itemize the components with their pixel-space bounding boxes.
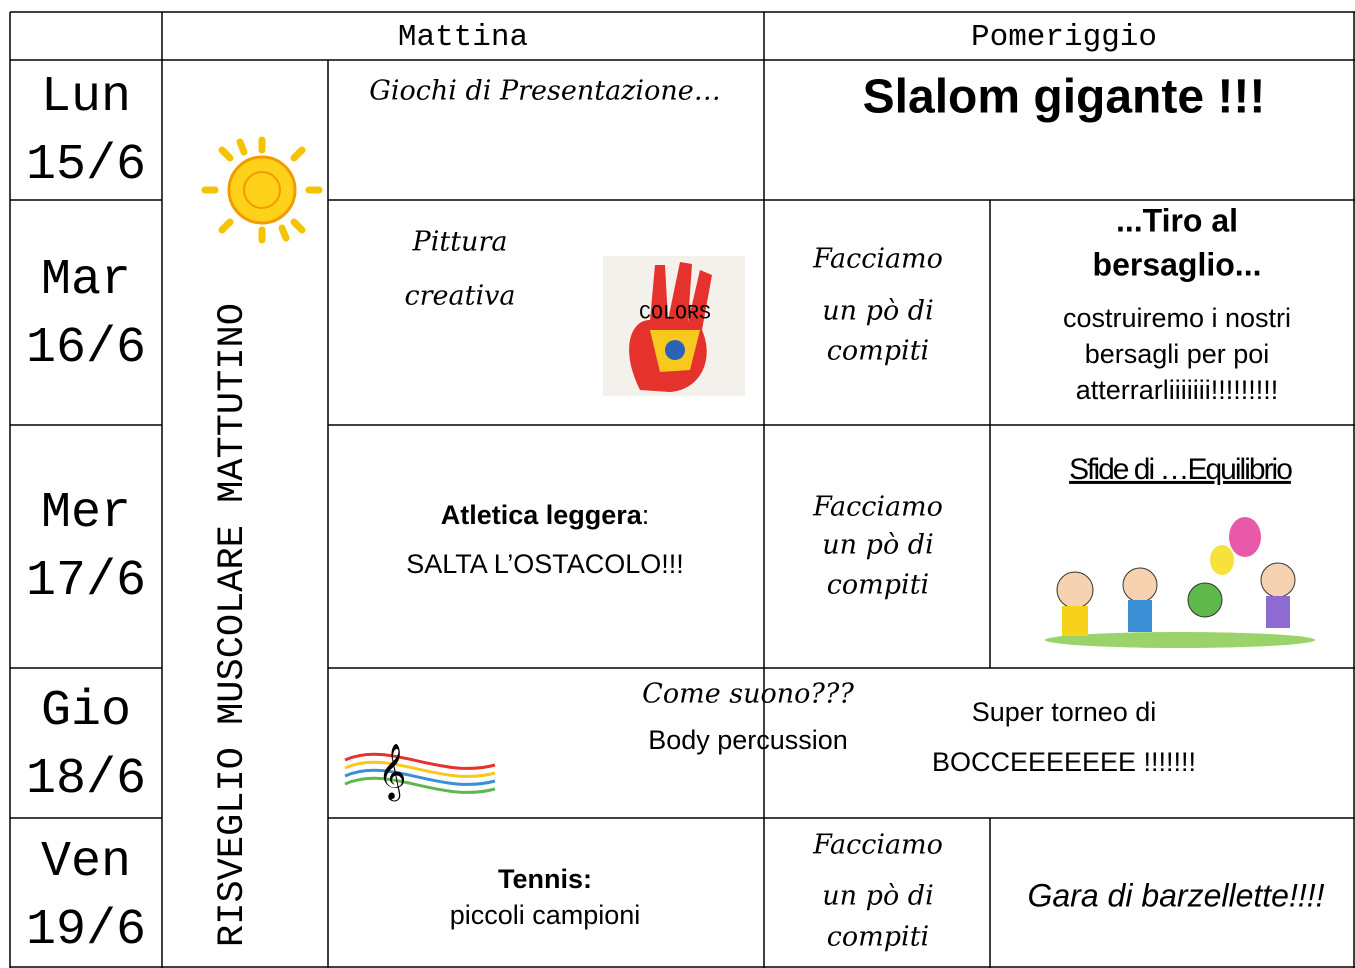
activity: SALTA L’OSTACOLO!!! (406, 549, 684, 579)
staff (344, 768, 496, 786)
activity: Pittura (412, 227, 508, 258)
header-afternoon: Pomeriggio (971, 20, 1157, 55)
homework: Facciamo (812, 244, 943, 275)
homework: compiti (827, 570, 929, 601)
image-text: COLORS (639, 302, 711, 325)
activity-title: Come suono??? (642, 679, 854, 710)
homework: Facciamo (812, 830, 943, 861)
kid (1122, 567, 1158, 603)
homework: Facciamo (812, 492, 943, 523)
activity-title: Sfide di …Equilibrio (1069, 453, 1292, 486)
day-name: Mar (41, 252, 131, 309)
activity: creativa (405, 281, 516, 312)
activity: atterrarliiiiiii!!!!!!!!! (1076, 375, 1279, 405)
day-name: Lun (41, 69, 131, 126)
activity-title: ...Tiro al (1116, 202, 1238, 238)
activity: costruiremo i nostri (1063, 303, 1291, 333)
music-image: 𝄞 (344, 744, 496, 802)
day-name: Gio (41, 683, 131, 740)
activity: Super torneo di (972, 697, 1157, 727)
homework: compiti (827, 922, 929, 953)
activity-punct: : (642, 500, 650, 530)
balloon (1210, 545, 1234, 575)
day-date: 18/6 (26, 751, 146, 808)
kid (1128, 600, 1152, 632)
day-name: Ven (41, 834, 131, 891)
activity: Gara di barzellette!!!! (1027, 877, 1324, 913)
table-grid (9, 11, 1355, 968)
homework: un pò di (822, 530, 933, 561)
hand-paint (665, 340, 685, 360)
activity: Slalom gigante !!! (863, 71, 1266, 124)
clef: 𝄞 (378, 744, 406, 802)
activity: Giochi di Presentazione… (369, 76, 720, 107)
kids-image (1045, 517, 1315, 648)
sun-core (227, 155, 297, 225)
balloon (1229, 517, 1261, 557)
sun-icon (201, 136, 323, 244)
homework: compiti (827, 336, 929, 367)
day-name: Mer (41, 485, 131, 542)
sun-rays (201, 136, 323, 244)
day-date: 16/6 (26, 320, 146, 377)
kid (1187, 582, 1223, 618)
activity-title: bersaglio... (1093, 246, 1262, 282)
homework: un pò di (822, 296, 933, 327)
sun-swirl (243, 171, 281, 209)
day-date: 19/6 (26, 902, 146, 959)
kid (1062, 606, 1088, 636)
activity: Atletica leggera: (441, 500, 650, 530)
kid (1260, 562, 1296, 598)
kid (1266, 596, 1290, 628)
day-date: 15/6 (26, 137, 146, 194)
day-date: 17/6 (26, 553, 146, 610)
homework: un pò di (822, 881, 933, 912)
staff (344, 776, 496, 794)
staff (344, 760, 496, 778)
kid (1056, 571, 1094, 609)
activity: BOCCEEEEEEE !!!!!!! (932, 747, 1196, 777)
colors-image: COLORS (603, 256, 745, 396)
activity: Body percussion (648, 725, 848, 755)
activity: bersagli per poi (1085, 339, 1270, 369)
staff (344, 752, 496, 770)
activity-title: Tennis: (498, 864, 592, 894)
header-morning: Mattina (398, 20, 528, 55)
activity: piccoli campioni (450, 900, 641, 930)
grass (1045, 632, 1315, 648)
activity-bold: Atletica leggera (441, 500, 643, 530)
warmup-label: RISVEGLIO MUSCOLARE MATTUTINO (212, 303, 254, 947)
